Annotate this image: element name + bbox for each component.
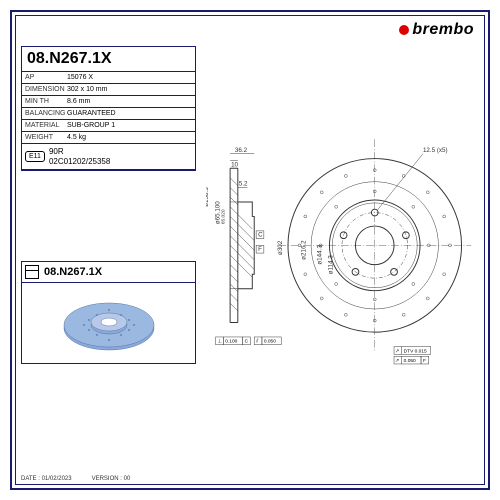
version-value: 00 xyxy=(124,476,131,482)
gdt-symbol: ↗ xyxy=(395,349,399,354)
gdt-symbol: ⫽ xyxy=(255,339,259,345)
gdt-ref: F xyxy=(423,358,426,364)
box-icon xyxy=(25,265,39,279)
part-number: 08.N267.1X xyxy=(22,47,195,72)
certification-row: E11 90R 02C01202/25358 xyxy=(22,144,195,170)
spec-value: 8.6 mm xyxy=(67,98,192,105)
title-block: 08.N267.1X AP 15076 X DIMENSION 302 x 10… xyxy=(21,46,196,171)
spec-value: 4.5 kg xyxy=(67,134,192,141)
spec-minth: MIN TH 8.6 mm xyxy=(22,96,195,108)
dim-label: ø216.2 xyxy=(300,240,307,260)
cert-code: 90R xyxy=(49,147,110,157)
spec-value: SUB-GROUP 1 xyxy=(67,122,192,129)
technical-drawing: 36.2 10 5.2 C F ø158.3 xyxy=(206,51,476,459)
footer: DATE : 01/02/2023 VERSION : 00 xyxy=(21,476,130,482)
dim-label: 5.2 xyxy=(239,181,248,188)
gdt-symbol: ⊥ xyxy=(218,339,222,345)
gdt-value: 0.050 xyxy=(264,339,276,345)
spec-dimension: DIMENSION 302 x 10 mm xyxy=(22,84,195,96)
packaging-part: 08.N267.1X xyxy=(44,266,102,278)
cert-badge: E11 xyxy=(25,151,45,162)
cert-number: 02C01202/25358 xyxy=(49,157,110,167)
footer-version: VERSION : 00 xyxy=(92,476,131,482)
dim-label: ø158.3 xyxy=(206,187,210,207)
inner-frame: brembo 08.N267.1X AP 15076 X DIMENSION 3… xyxy=(15,15,485,485)
drawing-frame: brembo 08.N267.1X AP 15076 X DIMENSION 3… xyxy=(10,10,490,490)
spec-label: MATERIAL xyxy=(25,122,67,129)
spec-balancing: BALANCING GUARANTEED xyxy=(22,108,195,120)
spec-label: AP xyxy=(25,74,67,81)
date-value: 01/02/2023 xyxy=(42,476,72,482)
logo-dot-icon xyxy=(399,25,409,35)
spec-value: 302 x 10 mm xyxy=(67,86,192,93)
gdt-value: 0.100 xyxy=(225,339,237,345)
brand-logo: brembo xyxy=(399,21,474,39)
spec-value: GUARANTEED xyxy=(67,110,192,117)
packaging-block: 08.N267.1X xyxy=(21,261,196,364)
gdt-value: 0.050 xyxy=(404,358,416,364)
datum-label: F xyxy=(258,246,262,253)
spec-label: MIN TH xyxy=(25,98,67,105)
brand-name: brembo xyxy=(412,21,474,39)
date-label: DATE : xyxy=(21,476,40,482)
dim-label: 65.020 xyxy=(220,209,226,224)
spec-label: DIMENSION xyxy=(25,86,67,93)
front-view: 12.5 (x5) ø114.3 ø144.3 ø216.2 ø302 ↗ DT… xyxy=(277,139,471,364)
dim-label: 10 xyxy=(231,161,238,168)
dim-label: ø302 xyxy=(277,240,284,255)
gdt-value: DTV 0.015 xyxy=(404,348,427,354)
footer-date: DATE : 01/02/2023 xyxy=(21,476,72,482)
disc-3d-icon xyxy=(59,288,159,358)
cert-text: 90R 02C01202/25358 xyxy=(49,147,110,166)
dim-label: ø114.3 xyxy=(327,255,334,275)
dim-label: 36.2 xyxy=(235,147,248,154)
gdt-ref: C xyxy=(245,339,249,345)
spec-label: WEIGHT xyxy=(25,134,67,141)
disc-preview xyxy=(22,283,195,363)
spec-value: 15076 X xyxy=(67,74,192,81)
spec-label: BALANCING xyxy=(25,110,67,117)
dim-label: ø144.3 xyxy=(317,245,324,265)
packaging-header: 08.N267.1X xyxy=(22,262,195,283)
side-view: 36.2 10 5.2 C F ø158.3 xyxy=(206,147,281,345)
spec-material: MATERIAL SUB-GROUP 1 xyxy=(22,120,195,132)
datum-label: C xyxy=(258,232,263,239)
version-label: VERSION : xyxy=(92,476,122,482)
spec-weight: WEIGHT 4.5 kg xyxy=(22,132,195,144)
dim-label: 12.5 (x5) xyxy=(423,147,448,154)
gdt-symbol: ↗ xyxy=(395,359,399,364)
drawing-svg: 36.2 10 5.2 C F ø158.3 xyxy=(206,51,476,459)
spec-ap: AP 15076 X xyxy=(22,72,195,84)
